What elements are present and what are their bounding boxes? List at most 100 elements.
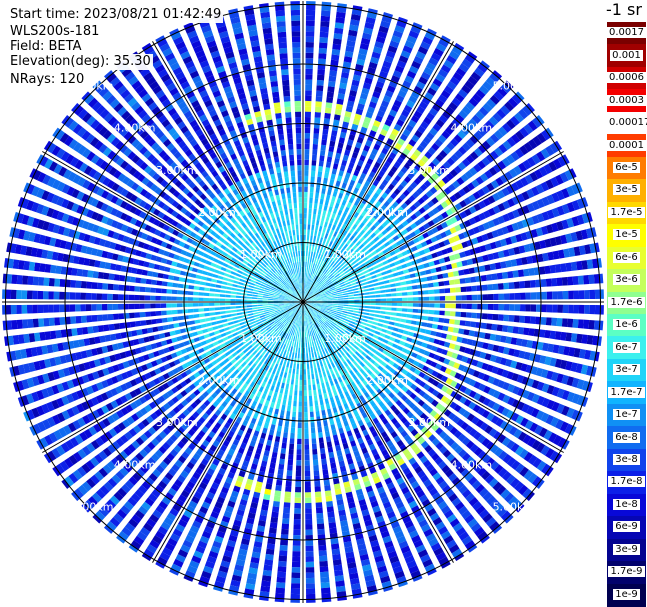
ray-cell xyxy=(285,314,290,320)
ray-cell xyxy=(281,442,287,449)
ray-cell xyxy=(441,130,451,140)
ray-cell xyxy=(438,356,446,363)
ray-cell xyxy=(437,500,448,510)
ray-cell xyxy=(338,300,344,302)
ray-cell xyxy=(291,572,301,579)
ray-cell xyxy=(511,93,522,105)
ray-cell xyxy=(545,145,555,157)
ray-cell xyxy=(306,309,309,315)
ray-cell xyxy=(314,367,318,374)
ray-cell xyxy=(318,279,323,284)
ray-cell xyxy=(398,540,409,549)
ray-cell xyxy=(396,20,407,29)
ray-cell xyxy=(376,358,383,364)
ray-cell xyxy=(385,545,396,554)
ray-cell xyxy=(379,244,386,250)
ray-cell xyxy=(446,246,454,254)
ray-cell xyxy=(94,453,104,464)
ray-cell xyxy=(211,359,218,366)
ray-cell xyxy=(413,396,421,404)
ray-cell xyxy=(182,539,193,549)
ray-cell xyxy=(304,304,309,309)
ray-cell xyxy=(315,270,319,276)
ray-cell xyxy=(449,194,458,203)
ray-cell xyxy=(377,372,385,380)
ray-cell xyxy=(319,37,328,44)
ray-cell xyxy=(234,323,240,328)
ray-cell xyxy=(271,324,277,329)
ray-cell xyxy=(191,424,199,433)
ray-cell xyxy=(299,385,303,391)
ray-cell xyxy=(389,375,397,382)
ray-cell xyxy=(413,177,422,186)
ray-cell xyxy=(299,374,303,380)
ray-cell xyxy=(132,472,142,482)
ray-cell xyxy=(210,348,217,354)
ray-cell xyxy=(380,306,387,310)
ray-cell xyxy=(594,289,601,299)
ray-cell xyxy=(124,522,136,533)
ray-cell xyxy=(325,102,333,109)
ray-cell xyxy=(165,573,177,583)
ray-cell xyxy=(381,147,389,155)
ray-cell xyxy=(353,397,360,405)
ray-cell xyxy=(294,384,298,391)
ray-cell xyxy=(246,397,253,405)
ray-cell xyxy=(327,151,334,158)
ray-cell xyxy=(482,374,490,382)
ray-cell xyxy=(559,421,569,432)
ray-cell xyxy=(399,323,406,329)
ray-cell xyxy=(315,405,320,412)
ray-cell xyxy=(378,400,385,408)
ray-cell xyxy=(303,293,305,300)
ray-cell xyxy=(374,555,384,563)
ray-cell xyxy=(482,294,489,301)
ray-cell xyxy=(385,50,396,59)
ray-cell xyxy=(373,143,381,151)
ray-cell xyxy=(368,283,374,288)
ray-cell xyxy=(377,486,385,494)
ray-cell xyxy=(294,314,298,320)
ray-cell xyxy=(330,268,336,274)
ray-cell xyxy=(563,458,573,471)
ray-cell xyxy=(450,138,459,147)
ray-cell xyxy=(230,328,237,333)
ray-cell xyxy=(408,565,420,574)
ray-cell xyxy=(73,488,84,499)
ray-cell xyxy=(369,413,377,420)
ray-cell xyxy=(131,456,141,466)
ray-cell xyxy=(406,70,417,79)
ray-cell xyxy=(237,358,244,365)
ray-cell xyxy=(356,58,365,66)
ray-cell xyxy=(295,314,298,320)
ray-cell xyxy=(308,284,312,290)
ray-cell xyxy=(422,365,430,372)
ray-cell xyxy=(354,483,362,491)
ray-cell xyxy=(388,516,398,524)
ray-cell xyxy=(282,437,288,444)
ray-cell xyxy=(433,243,441,250)
ray-cell xyxy=(170,352,178,359)
ray-cell xyxy=(336,147,343,154)
ray-cell xyxy=(311,287,316,292)
ray-cell xyxy=(87,496,99,507)
ray-cell xyxy=(303,374,307,380)
ray-cell xyxy=(328,206,333,213)
ray-cell xyxy=(398,245,406,252)
ray-cell xyxy=(345,491,354,499)
ray-cell xyxy=(450,153,459,163)
ray-cell xyxy=(283,349,287,356)
ray-cell xyxy=(362,379,369,387)
ray-cell xyxy=(385,225,392,232)
ray-cell xyxy=(602,256,604,268)
ray-cell xyxy=(287,459,294,466)
ray-cell xyxy=(224,351,231,357)
ray-cell xyxy=(341,415,347,422)
ray-cell xyxy=(287,400,292,407)
ray-cell xyxy=(329,275,335,280)
ray-cell xyxy=(241,493,249,501)
ray-cell xyxy=(217,417,225,425)
ray-cell xyxy=(199,535,210,544)
ray-cell xyxy=(295,303,301,306)
